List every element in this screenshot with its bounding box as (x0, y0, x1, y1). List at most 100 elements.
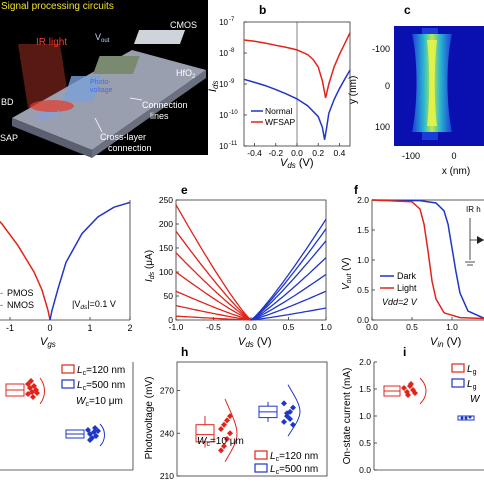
panel-h-series (195, 384, 301, 463)
panel-f-xlabel-sub: in (437, 340, 444, 349)
panel-label-e: e (181, 183, 188, 197)
panel-h-point (284, 410, 290, 417)
panel-i-red-density (419, 377, 427, 405)
legend-g-red-label: Lc=120 nm (77, 365, 125, 377)
panel-g-blue-density (99, 423, 105, 447)
panel-f-xtick-label: 1.0 (446, 322, 458, 332)
panel-h-ytick-label: 210 (160, 471, 174, 481)
panel-e-blue-curve (250, 307, 327, 321)
panel-b-xlabel-main: V (280, 157, 289, 169)
heatmap-core (427, 40, 437, 126)
circuit-block (93, 56, 140, 74)
cmos-block (133, 30, 186, 44)
panel-e-red-curve (175, 315, 252, 321)
panel-g-red-points (25, 378, 40, 400)
panel-h-point (218, 425, 224, 432)
cmos-label: CMOS (170, 20, 197, 30)
ir-light-beam (18, 44, 70, 108)
panel-i-blue-group (457, 415, 475, 421)
legend-i-blue-box (451, 378, 465, 388)
panel-f-line-light (371, 199, 484, 320)
panel-g-blue-group (65, 423, 105, 447)
panel-g-red-group (5, 377, 45, 405)
legend-h-blue-l: L (270, 464, 276, 475)
panel-e-series (175, 204, 327, 321)
legend-h-red-box (254, 450, 268, 460)
legend-i-red-box (451, 363, 465, 373)
panel-e-ytick-label: 150 (159, 243, 173, 253)
panel-e-red-curve (175, 252, 252, 321)
panel-h-point (287, 416, 293, 422)
panel-h-ylabel: Photovoltage (mV) (144, 377, 155, 460)
legend-h-red-val: =120 nm (279, 451, 318, 462)
panel-i-legend: Lg Lg W (451, 363, 481, 405)
panel-f-xlabel-main: V (430, 336, 439, 348)
panel-e-ytick-label: 100 (159, 267, 173, 277)
panel-e-blue-curve (250, 257, 327, 321)
panel-g-wc-sub: c (85, 401, 89, 408)
panel-b-ytick-exponent: -8 (229, 48, 235, 54)
panel-d-legend: - PMOS - NMOS (0, 288, 34, 310)
panel-e-ytick-label: 200 (159, 219, 173, 229)
panel-d-xlabel-sub: gs (47, 340, 55, 349)
panel-c-xtick-1: -100 (402, 151, 420, 161)
sap-label: SAP (0, 133, 18, 143)
panel-i: i 0.00.51.01.52.0 On-state current (mA) … (342, 345, 484, 475)
panel-h-wc-annotation: Wc=10 μm (197, 436, 244, 448)
panel-g-wc-tail: =10 μm (89, 396, 123, 407)
panel-e-blue-curve (250, 228, 327, 321)
panel-h-point (290, 404, 296, 411)
connection-label-1: Connection (142, 100, 188, 110)
panel-b-ytick-label: 10 (219, 49, 228, 58)
legend-h-blue-box (254, 463, 268, 473)
legend-i-red-sub: g (473, 369, 477, 376)
panel-i-ytick-label: 1.5 (359, 384, 371, 394)
panel-h-point (221, 443, 227, 450)
panel-i-red-group (383, 377, 427, 405)
legend-normal-label: Normal (265, 106, 293, 116)
panel-f-xtick-label: 0.0 (366, 322, 378, 332)
panel-h-density (287, 384, 301, 437)
panel-g-red-point (34, 390, 40, 396)
legend-light-label: Light (397, 283, 417, 293)
panel-e-blue-curve (250, 218, 327, 321)
illustration-panel: Signal processing circuits IR light Vout… (0, 0, 208, 158)
panel-h-axes-frame (176, 361, 328, 477)
hfo-text: HfO (176, 68, 192, 78)
legend-h-blue-val: =500 nm (279, 464, 318, 475)
panel-b-line-wfsap (243, 32, 351, 99)
panel-d-xtick-label: 2 (127, 323, 132, 333)
panel-h-point (281, 400, 287, 407)
legend-nmos-marker: - (0, 300, 3, 310)
panel-d: -1 0 1 2 Vgs - PMOS - NMOS |Vds|=0.1 V (0, 200, 133, 349)
panel-i-blue-points (460, 415, 472, 420)
panel-i-red-points (401, 381, 418, 398)
panel-g-red-point (28, 378, 34, 384)
legend-dark-label: Dark (397, 271, 417, 281)
panel-b-xlabel: Vds (V) (280, 157, 314, 170)
hfo-sub: 2 (192, 74, 196, 80)
panel-d-annotation-main: |V (72, 299, 80, 309)
panel-e-xlabel-sub: ds (245, 340, 253, 349)
panel-i-yticks: 0.0 0.5 1.0 1.5 2.0 (359, 357, 377, 475)
panel-f-ytick-label: 0.0 (357, 315, 369, 325)
chip-side-right (92, 70, 206, 158)
panel-e-ytick-label: 0 (168, 315, 173, 325)
chip-side (12, 118, 92, 158)
panel-g-blue-point (92, 425, 98, 431)
legend-pmos-label: PMOS (7, 288, 34, 298)
panel-g-red-point (25, 391, 31, 397)
panel-i-ytick-label: 2.0 (359, 357, 371, 367)
panel-h-ytick-label: 240 (160, 428, 174, 438)
panel-b-xtick-label: 0.2 (312, 148, 324, 158)
panel-b-ytick-label: 10 (219, 80, 228, 89)
panel-f-vdd-annotation: Vdd=2 V (382, 297, 418, 307)
hfo2-label: HfO2 (176, 68, 196, 80)
legend-i-blue-label: Lg (467, 379, 477, 391)
panel-c-ytick-1: -100 (372, 44, 390, 54)
legend-g-blue-sub: c (83, 385, 87, 392)
legend-h-red-l: L (270, 451, 276, 462)
panel-c-ylabel: y (nm) (348, 76, 359, 104)
panel-e-red-curve (175, 204, 252, 321)
